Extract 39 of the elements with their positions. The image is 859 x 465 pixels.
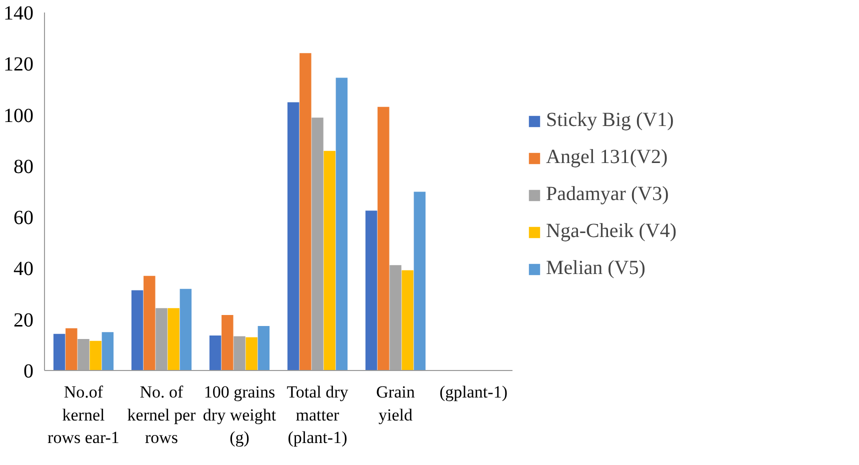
x-tick-label: No.of kernel rows ear-1	[48, 382, 120, 448]
bar	[365, 210, 378, 370]
bar	[102, 332, 114, 370]
bar	[336, 78, 348, 370]
bar	[222, 315, 234, 370]
bar	[287, 102, 300, 370]
y-tick-label: 20	[14, 309, 34, 332]
y-tick-label: 120	[4, 54, 34, 76]
y-tick-label: 0	[24, 360, 34, 382]
y-tick-label: 140	[4, 2, 34, 24]
bar	[246, 337, 258, 370]
bar	[402, 270, 414, 370]
bar	[258, 326, 270, 370]
bar	[131, 290, 144, 370]
x-tick-label: Total dry matter (plant-1)	[286, 382, 349, 448]
bar	[180, 288, 192, 370]
bar	[66, 328, 78, 370]
x-tick-label: Grain yield	[376, 382, 416, 424]
bar	[144, 276, 156, 370]
x-tick-label: (gplant-1)	[440, 382, 508, 402]
legend-label: Sticky Big (V1)	[546, 109, 674, 132]
legend-label: Angel 131(V2)	[546, 146, 668, 169]
y-tick-label: 40	[14, 258, 34, 280]
legend-label: Melian (V5)	[546, 257, 646, 280]
bar	[300, 53, 312, 370]
bar	[324, 150, 336, 370]
bar	[414, 192, 426, 370]
x-tick-label: No. of kernel per rows	[127, 382, 196, 448]
bar	[209, 335, 222, 370]
x-tick-label: 100 grains dry weight (g)	[202, 382, 276, 448]
legend-label: Padamyar (V3)	[546, 183, 669, 206]
bar	[378, 106, 390, 370]
y-tick-label: 80	[14, 156, 34, 178]
bar	[53, 334, 66, 370]
bar	[90, 340, 102, 370]
bar	[168, 308, 180, 370]
legend-label: Nga-Cheik (V4)	[546, 220, 677, 243]
y-tick-label: 100	[4, 104, 34, 127]
y-tick-label: 60	[14, 207, 34, 230]
